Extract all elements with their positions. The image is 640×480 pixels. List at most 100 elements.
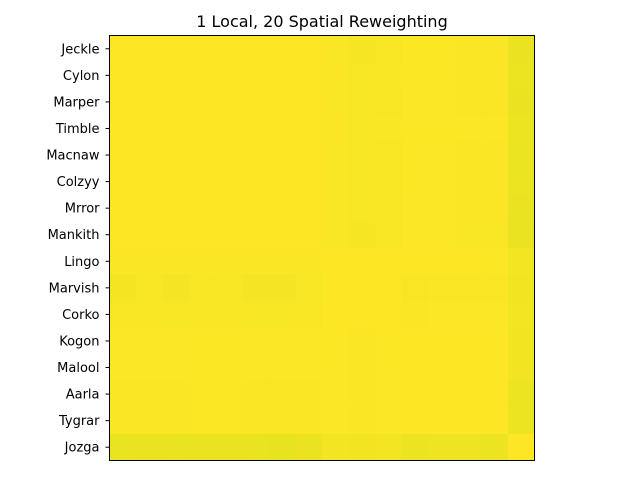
heatmap-cell [322, 274, 349, 302]
y-tick-label: Cylon [63, 69, 100, 84]
heatmap-cell [454, 248, 482, 275]
heatmap-cell [428, 301, 456, 329]
heatmap-cell [189, 248, 217, 275]
heatmap-cell [215, 354, 243, 382]
heatmap-cell [136, 380, 164, 408]
heatmap-cell [507, 115, 535, 143]
heatmap-cell [322, 221, 349, 249]
heatmap-cell [454, 141, 482, 169]
heatmap-cell [428, 168, 456, 196]
heatmap-cell [375, 433, 403, 461]
heatmap-cell [375, 141, 403, 169]
heatmap-cell [507, 221, 535, 249]
heatmap-cell [507, 433, 535, 461]
heatmap-cell [428, 88, 456, 116]
heatmap-cell [322, 407, 349, 435]
heatmap-cell [189, 354, 217, 382]
heatmap-cell [109, 248, 137, 275]
heatmap-cell [109, 301, 137, 329]
heatmap-cell [481, 327, 509, 355]
heatmap-cell [507, 194, 535, 222]
heatmap-cell [481, 248, 509, 275]
heatmap-cell [215, 194, 243, 222]
heatmap-cell [189, 327, 217, 355]
heatmap-cell [375, 327, 403, 355]
heatmap-cell [242, 194, 270, 222]
heatmap-cell [322, 433, 349, 461]
heatmap-cell [189, 274, 217, 302]
heatmap-cell [189, 221, 217, 249]
heatmap-cell [401, 380, 429, 408]
heatmap-cell [242, 168, 270, 196]
heatmap-cell [454, 115, 482, 143]
heatmap-cell [242, 221, 270, 249]
heatmap-cell [481, 354, 509, 382]
heatmap-cell [268, 407, 296, 435]
heatmap-cell [454, 35, 482, 63]
heatmap-cell [242, 62, 270, 90]
heatmap-cell [268, 433, 296, 461]
heatmap-cell [348, 35, 376, 63]
heatmap-cell [189, 168, 217, 196]
heatmap-cell [401, 221, 429, 249]
heatmap-cell [428, 433, 456, 461]
heatmap-cell [428, 221, 456, 249]
heatmap-cell [189, 35, 217, 63]
chart-title: 1 Local, 20 Spatial Reweighting [196, 12, 447, 31]
heatmap-cell [375, 407, 403, 435]
heatmap-cell [109, 35, 137, 63]
heatmap-cell [481, 221, 509, 249]
heatmap-cell [348, 88, 376, 116]
heatmap-cell [507, 274, 535, 302]
heatmap-cell [454, 221, 482, 249]
heatmap-cell [322, 168, 349, 196]
heatmap-cell [189, 407, 217, 435]
heatmap-cell [109, 141, 137, 169]
heatmap-cell [268, 301, 296, 329]
heatmap-cell [268, 221, 296, 249]
heatmap-cell [242, 301, 270, 329]
heatmap-cell [109, 168, 137, 196]
heatmap-cell [481, 88, 509, 116]
heatmap-cell [322, 248, 349, 275]
heatmap-cell [481, 115, 509, 143]
heatmap-cell [428, 327, 456, 355]
heatmap-cell [454, 301, 482, 329]
heatmap-cell [109, 115, 137, 143]
heatmap-cell [162, 168, 190, 196]
heatmap-cell [189, 141, 217, 169]
heatmap-cell [375, 354, 403, 382]
heatmap-cell [375, 301, 403, 329]
y-tick-label: Macnaw [46, 149, 100, 164]
heatmap-cell [109, 194, 137, 222]
heatmap-cell [322, 35, 349, 63]
heatmap-cell [401, 115, 429, 143]
heatmap-cell [348, 194, 376, 222]
heatmap-cell [109, 88, 137, 116]
heatmap-cell [348, 380, 376, 408]
heatmap-cell [242, 380, 270, 408]
heatmap-cell [322, 62, 349, 90]
heatmap-cell [268, 35, 296, 63]
heatmap-cell [428, 354, 456, 382]
heatmap-cell [481, 168, 509, 196]
heatmap-cell [428, 141, 456, 169]
heatmap-cell [428, 407, 456, 435]
y-tick-label: Jeckle [60, 42, 99, 57]
heatmap-cell [401, 35, 429, 63]
heatmap-cell [136, 35, 164, 63]
heatmap-cell [295, 221, 323, 249]
heatmap-cell [507, 407, 535, 435]
heatmap-cell [268, 141, 296, 169]
heatmap-cell [295, 35, 323, 63]
heatmap-cell [348, 354, 376, 382]
heatmap-cell [375, 274, 403, 302]
y-tick-label: Timble [55, 122, 100, 137]
heatmap-cell [242, 433, 270, 461]
heatmap-cell [242, 248, 270, 275]
heatmap-cell [375, 115, 403, 143]
heatmap-cell [109, 274, 137, 302]
heatmap-cell [507, 248, 535, 275]
heatmap-cell [162, 221, 190, 249]
heatmap-cell [507, 354, 535, 382]
